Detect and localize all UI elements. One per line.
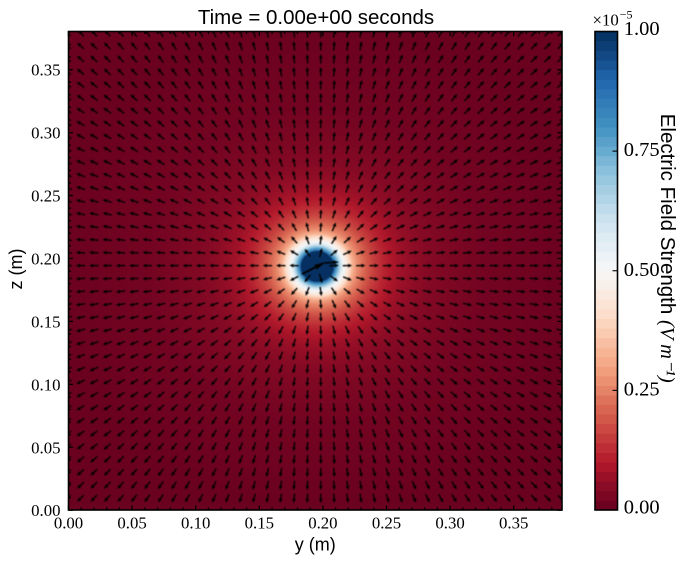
svg-text:0.25: 0.25: [624, 378, 660, 400]
svg-text:0.25: 0.25: [31, 187, 60, 206]
svg-text:0.05: 0.05: [31, 438, 60, 457]
svg-text:0.35: 0.35: [31, 61, 60, 80]
svg-text:0.20: 0.20: [308, 514, 337, 533]
svg-text:0.20: 0.20: [31, 250, 60, 269]
svg-text:0.05: 0.05: [117, 514, 146, 533]
svg-text:Time = 0.00e+00 seconds: Time = 0.00e+00 seconds: [198, 6, 434, 29]
svg-text:0.15: 0.15: [245, 514, 274, 533]
svg-text:0.30: 0.30: [435, 514, 464, 533]
svg-text:0.10: 0.10: [181, 514, 210, 533]
svg-text:0.75: 0.75: [624, 139, 660, 161]
svg-text:z (m): z (m): [6, 249, 26, 290]
svg-text:0.25: 0.25: [372, 514, 401, 533]
svg-text:y (m): y (m): [295, 535, 336, 555]
svg-text:0.00: 0.00: [54, 514, 83, 533]
svg-text:0.35: 0.35: [499, 514, 528, 533]
svg-text:0.50: 0.50: [624, 259, 660, 281]
svg-text:0.00: 0.00: [624, 497, 660, 519]
svg-text:1.00: 1.00: [624, 18, 660, 40]
svg-text:0.10: 0.10: [31, 375, 60, 394]
svg-text:0.15: 0.15: [31, 312, 60, 331]
svg-text:0.30: 0.30: [31, 124, 60, 143]
svg-text:0.00: 0.00: [31, 501, 60, 520]
svg-text:Electric Field Strength (V m⁻¹: Electric Field Strength (V m⁻¹): [656, 114, 679, 383]
